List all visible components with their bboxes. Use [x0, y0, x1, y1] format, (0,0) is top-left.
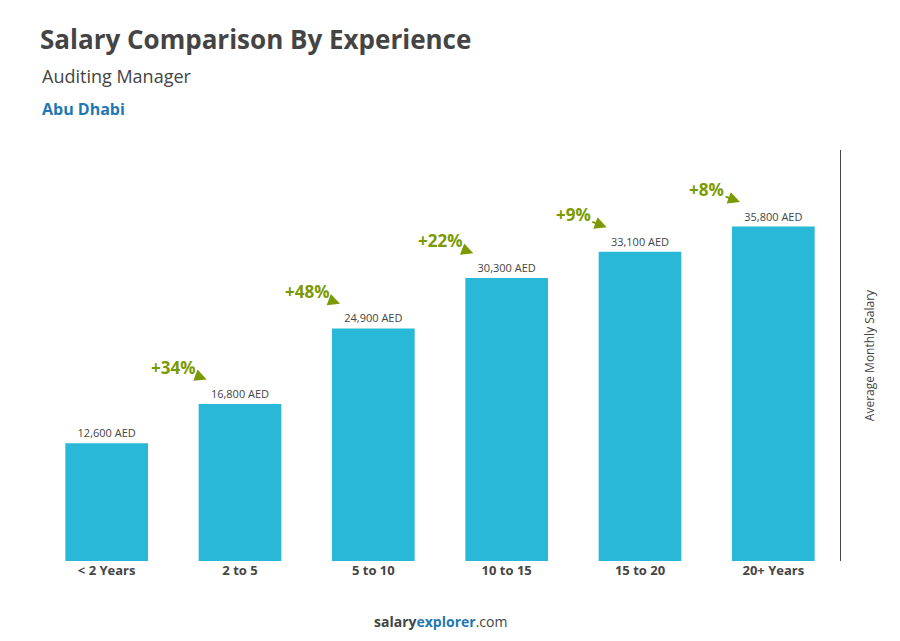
- svg-text:2 to 5: 2 to 5: [222, 561, 257, 579]
- svg-text:salaryexplorer.com: salaryexplorer.com: [374, 612, 507, 631]
- svg-text:24,900 AED: 24,900 AED: [344, 310, 402, 325]
- svg-text:16,800 AED: 16,800 AED: [211, 386, 269, 401]
- svg-text:5 to 10: 5 to 10: [352, 561, 395, 579]
- svg-text:Average Monthly Salary: Average Monthly Salary: [861, 289, 878, 421]
- svg-text:Salary Comparison By Experienc: Salary Comparison By Experience: [40, 21, 471, 57]
- svg-text:15 to 20: 15 to 20: [615, 561, 665, 579]
- svg-text:10 to 15: 10 to 15: [482, 561, 532, 579]
- svg-text:+9%: +9%: [556, 203, 591, 226]
- svg-text:+34%: +34%: [151, 356, 195, 379]
- svg-text:< 2 Years: < 2 Years: [78, 561, 136, 579]
- svg-text:Auditing Manager: Auditing Manager: [42, 64, 192, 88]
- svg-text:33,100 AED: 33,100 AED: [611, 234, 669, 249]
- svg-text:12,600 AED: 12,600 AED: [78, 425, 136, 440]
- svg-text:30,300 AED: 30,300 AED: [478, 260, 536, 275]
- svg-text:+48%: +48%: [285, 280, 329, 303]
- svg-text:20+ Years: 20+ Years: [742, 561, 804, 579]
- svg-text:Abu Dhabi: Abu Dhabi: [42, 98, 125, 120]
- svg-text:+22%: +22%: [418, 229, 462, 252]
- svg-text:35,800 AED: 35,800 AED: [744, 209, 802, 224]
- svg-text:+8%: +8%: [689, 178, 724, 201]
